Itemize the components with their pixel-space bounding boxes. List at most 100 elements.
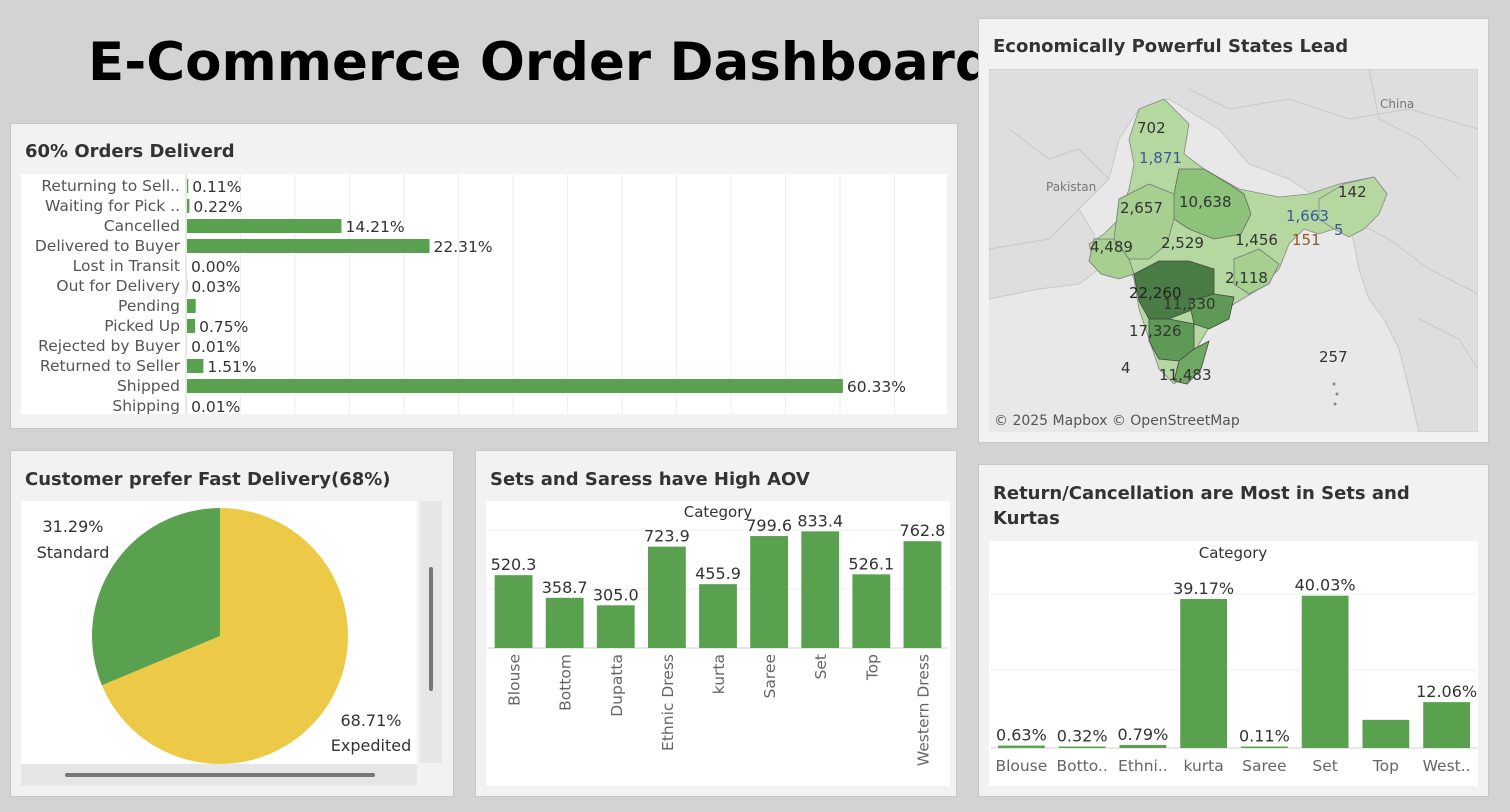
category-bar	[801, 531, 840, 648]
map-value-label: 11,483	[1159, 366, 1212, 384]
category-bar	[852, 574, 891, 648]
bar-value-label: 833.4	[797, 511, 843, 530]
category-tick-label: Dupatta	[608, 654, 626, 717]
return-axis-header: Category	[1199, 544, 1268, 562]
status-value-label: 0.01%	[191, 398, 240, 414]
status-value-label: 14.21%	[345, 218, 404, 236]
pie-title: Customer prefer Fast Delivery(68%)	[25, 469, 391, 490]
category-bar	[1058, 746, 1106, 748]
bar-value-label: 526.1	[848, 554, 894, 573]
map-title: Economically Powerful States Lead	[993, 36, 1349, 57]
delivery-pie-chart: 31.29% Standard 68.71% Expedited	[37, 508, 411, 764]
return-chart: Category 0.63% Blouse 0.32% Botto.. 0.79% Eth…	[991, 544, 1477, 775]
pie-slice-name: Standard	[37, 543, 110, 562]
status-value-label: 0.75%	[199, 318, 248, 336]
bar-value-label: 40.03%	[1295, 576, 1356, 595]
category-tick-label: Blouse	[995, 757, 1047, 775]
map-value-label: 2,657	[1120, 199, 1163, 217]
category-bar	[545, 597, 584, 648]
map-panel: Economically Powerful States Lead	[978, 18, 1489, 443]
dashboard-title: E-Commerce Order Dashboard	[88, 32, 993, 93]
map-value-label: 2,118	[1225, 269, 1268, 287]
northeast-region	[1318, 176, 1388, 238]
pie-slice	[92, 508, 220, 686]
map-value-label: 10,638	[1179, 193, 1232, 211]
bar-value-label: 0.11%	[1239, 727, 1290, 746]
bar-value-label: 799.6	[746, 516, 792, 535]
bar-value-label: 0.63%	[996, 726, 1047, 745]
map-value-label: 142	[1338, 183, 1367, 201]
bar-value-label: 39.17%	[1173, 579, 1234, 598]
delivery-pie-panel: Customer prefer Fast Delivery(68%) 31.29…	[10, 450, 454, 797]
horizontal-scrollbar-track[interactable]	[21, 764, 417, 786]
map-value-label: 2,529	[1161, 234, 1204, 252]
category-tick-label: Botto..	[1056, 757, 1107, 775]
status-category-label: Returned to Seller	[40, 357, 181, 375]
status-value-label: 0.03%	[191, 278, 240, 296]
pie-slice-percent: 68.71%	[340, 711, 401, 730]
border-line-2	[1368, 68, 1460, 180]
category-bar	[596, 605, 635, 648]
status-category-label: Shipped	[117, 377, 180, 395]
status-bar	[187, 239, 430, 253]
category-tick-label: Top	[1372, 757, 1399, 775]
status-category-label: Shipping	[112, 397, 180, 414]
category-bar	[494, 575, 533, 648]
map-value-label: 151	[1292, 231, 1321, 249]
status-bar	[187, 379, 843, 393]
india-state-map[interactable]: Pakistan China 702 1,871 142 2,657 10,63…	[988, 68, 1479, 433]
return-panel: Return/Cancellation are Most in Sets and…	[978, 464, 1489, 797]
state-east	[1233, 248, 1280, 295]
status-bar	[187, 299, 196, 313]
status-value-label: 0.00%	[191, 258, 240, 276]
category-tick-label: Ethni..	[1118, 757, 1168, 775]
vertical-scrollbar-track[interactable]	[420, 501, 442, 763]
map-country-label: China	[1380, 97, 1414, 111]
map-attribution: © 2025 Mapbox © OpenStreetMap	[994, 413, 1240, 429]
category-bar	[1362, 719, 1410, 748]
bar-value-label: 723.9	[644, 527, 690, 546]
aov-axis-header: Category	[684, 503, 753, 521]
border-line-1	[1188, 88, 1479, 130]
status-category-label: Out for Delivery	[56, 277, 180, 295]
island-2	[1335, 392, 1339, 396]
category-bar	[699, 584, 737, 648]
category-bar	[1119, 744, 1167, 748]
status-category-label: Pending	[118, 297, 180, 315]
category-tick-label: Top	[863, 654, 881, 681]
map-value-label: 1,871	[1139, 149, 1182, 167]
category-bar	[903, 541, 942, 648]
category-bar	[750, 536, 789, 648]
border-line-4	[1418, 318, 1479, 370]
aov-panel: Sets and Saress have High AOV Category 5…	[475, 450, 957, 797]
map-value-label: 702	[1137, 119, 1166, 137]
bar-value-label: 0.32%	[1057, 727, 1108, 746]
category-tick-label: kurta	[1183, 757, 1223, 775]
return-title: Return/Cancellation are Most in Sets and…	[993, 483, 1410, 529]
category-bar	[1180, 598, 1228, 748]
status-category-label: Delivered to Buyer	[35, 237, 181, 255]
aov-chart: Category 520.3 Blouse 358.7 Bottom 305.0 Dupa…	[488, 503, 948, 766]
state-tamil-nadu	[1173, 340, 1210, 385]
land-east	[1348, 218, 1479, 433]
state-gujarat	[1088, 238, 1135, 280]
pie-slice	[101, 508, 349, 764]
vertical-scrollbar-thumb[interactable]	[429, 567, 433, 691]
horizontal-scrollbar-thumb[interactable]	[65, 773, 375, 777]
category-tick-label: Western Dress	[914, 654, 932, 766]
border-line-3	[1008, 128, 1110, 180]
category-tick-label: Bottom	[557, 654, 575, 711]
order-status-panel: 60% Orders Deliverd Returning to Sell.. 0…	[10, 123, 958, 429]
status-category-label: Returning to Sell..	[41, 177, 180, 195]
category-tick-label: Saree	[1242, 757, 1286, 775]
category-tick-label: kurta	[710, 654, 728, 694]
pie-slice-percent: 31.29%	[42, 517, 103, 536]
category-tick-label: West..	[1423, 757, 1471, 775]
status-category-label: Cancelled	[104, 217, 180, 235]
map-value-label: 17,326	[1129, 322, 1182, 340]
status-bar	[187, 179, 189, 193]
category-bar	[647, 546, 686, 648]
status-bar	[187, 319, 196, 333]
status-category-label: Waiting for Pick ..	[45, 197, 180, 215]
status-category-label: Picked Up	[104, 317, 180, 335]
